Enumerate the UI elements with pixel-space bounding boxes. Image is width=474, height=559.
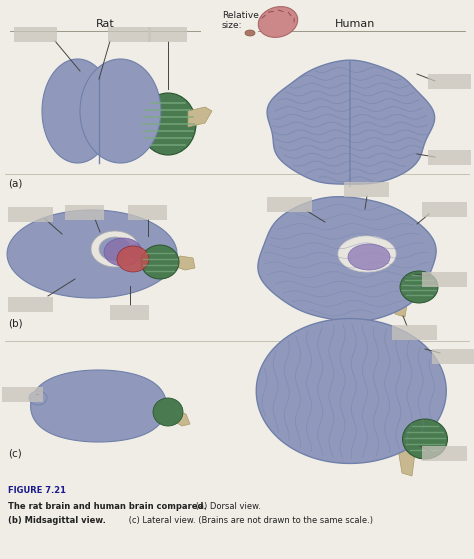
FancyBboxPatch shape [422,201,467,216]
PathPatch shape [42,59,113,163]
Ellipse shape [71,69,89,85]
Text: Human: Human [335,19,375,29]
PathPatch shape [173,256,195,270]
PathPatch shape [31,370,166,442]
FancyBboxPatch shape [148,26,188,41]
PathPatch shape [392,284,409,317]
Ellipse shape [400,271,438,303]
Text: The rat brain and human brain compared.: The rat brain and human brain compared. [8,502,207,511]
PathPatch shape [80,59,161,163]
PathPatch shape [258,197,436,321]
FancyBboxPatch shape [392,325,438,339]
FancyBboxPatch shape [109,26,152,41]
FancyBboxPatch shape [110,305,149,320]
Text: (c): (c) [8,448,22,458]
Text: (a): (a) [8,179,22,189]
Text: (b): (b) [8,319,23,329]
FancyBboxPatch shape [8,206,53,221]
FancyBboxPatch shape [345,182,390,197]
Text: FIGURE 7.21: FIGURE 7.21 [8,486,66,495]
PathPatch shape [172,410,190,426]
PathPatch shape [7,210,177,298]
Ellipse shape [29,391,47,405]
FancyBboxPatch shape [8,296,53,311]
Ellipse shape [245,30,255,36]
PathPatch shape [91,231,138,267]
PathPatch shape [267,60,435,184]
Ellipse shape [141,245,179,279]
Text: (a) Dorsal view.: (a) Dorsal view. [193,502,261,511]
FancyBboxPatch shape [428,149,472,164]
Text: Relative
size:: Relative size: [222,11,259,30]
FancyBboxPatch shape [422,272,467,287]
FancyBboxPatch shape [1,386,43,401]
Ellipse shape [153,398,183,426]
Ellipse shape [140,93,196,155]
PathPatch shape [398,446,415,476]
Ellipse shape [104,238,142,266]
Text: (b) Midsagittal view.: (b) Midsagittal view. [8,516,106,525]
Ellipse shape [258,7,298,37]
FancyBboxPatch shape [13,26,56,41]
FancyBboxPatch shape [128,205,167,220]
PathPatch shape [188,107,212,127]
Ellipse shape [117,246,149,272]
Ellipse shape [348,244,390,270]
FancyBboxPatch shape [422,446,467,461]
FancyBboxPatch shape [428,73,472,88]
Ellipse shape [53,69,71,85]
Text: Rat: Rat [96,19,114,29]
FancyBboxPatch shape [267,197,312,211]
FancyBboxPatch shape [432,348,474,363]
FancyBboxPatch shape [65,205,104,220]
Ellipse shape [338,236,396,272]
PathPatch shape [256,319,446,463]
Ellipse shape [402,419,447,459]
Text: (c) Lateral view. (Brains are not drawn to the same scale.): (c) Lateral view. (Brains are not drawn … [126,516,373,525]
